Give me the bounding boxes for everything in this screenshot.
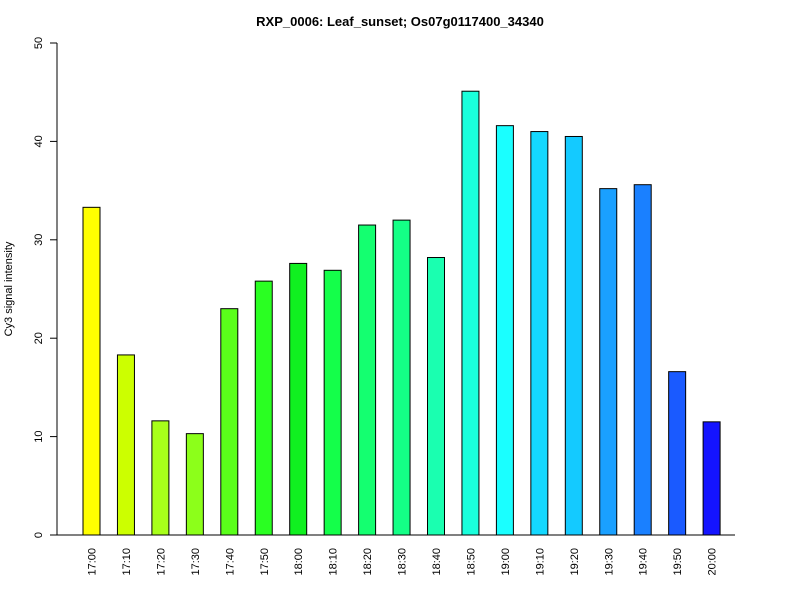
bar-1700 — [82, 206, 101, 536]
x-tick-label: 18:50 — [465, 548, 477, 576]
y-tick-label: 40 — [33, 135, 45, 147]
x-tick-label: 17:00 — [87, 548, 99, 576]
x-tick-label: 18:30 — [397, 548, 409, 576]
x-tick-label: 18:40 — [431, 548, 443, 576]
bar-1830 — [392, 219, 411, 536]
x-tick-label: 18:00 — [293, 548, 305, 576]
bar-1920 — [564, 135, 583, 536]
y-tick-label: 0 — [33, 532, 45, 538]
x-tick-label: 18:10 — [328, 548, 340, 576]
bar-1910 — [530, 131, 549, 536]
bar-1810 — [323, 269, 342, 536]
y-tick-label: 30 — [33, 234, 45, 246]
bar-2000 — [702, 421, 721, 536]
bar-1710 — [116, 354, 135, 536]
bar-1740 — [220, 308, 239, 536]
chart-title: RXP_0006: Leaf_sunset; Os07g0117400_3434… — [256, 14, 544, 29]
x-tick-label: 17:20 — [155, 548, 167, 576]
x-tick-label: 17:30 — [190, 548, 202, 576]
y-tick-label: 20 — [33, 332, 45, 344]
bar-1850 — [461, 90, 480, 536]
y-axis-label: Cy3 signal intensity — [3, 241, 15, 336]
bar-1730 — [185, 433, 204, 536]
x-tick-label: 18:20 — [362, 548, 374, 576]
bar-1840 — [427, 257, 445, 536]
x-tick-label: 19:40 — [638, 548, 650, 576]
x-tick-label: 17:10 — [121, 548, 133, 576]
y-axis-ticks: 0 10 20 30 40 50 — [33, 37, 57, 538]
bar-1930 — [599, 188, 618, 536]
x-tick-label: 20:00 — [707, 548, 719, 576]
bar-1950 — [668, 371, 687, 536]
bar-1900 — [495, 125, 514, 536]
x-tick-label: 17:40 — [224, 548, 236, 576]
bar-1820 — [358, 224, 377, 536]
x-tick-label: 19:10 — [534, 548, 546, 576]
x-axis-tick-labels: 17:00 17:10 17:20 17:30 17:40 17:50 18:00 18:10… — [87, 548, 719, 576]
y-tick-label: 50 — [33, 37, 45, 49]
bar-1940 — [633, 184, 652, 536]
x-tick-label: 19:50 — [672, 548, 684, 576]
bar-1720 — [151, 420, 170, 536]
x-tick-label: 19:30 — [603, 548, 615, 576]
y-tick-label: 10 — [33, 430, 45, 442]
bar-1750 — [254, 280, 273, 536]
x-tick-label: 19:20 — [569, 548, 581, 576]
x-tick-label: 17:50 — [259, 548, 271, 576]
bar-1800 — [289, 262, 308, 536]
x-tick-label: 19:00 — [500, 548, 512, 576]
bars-group — [82, 90, 721, 536]
